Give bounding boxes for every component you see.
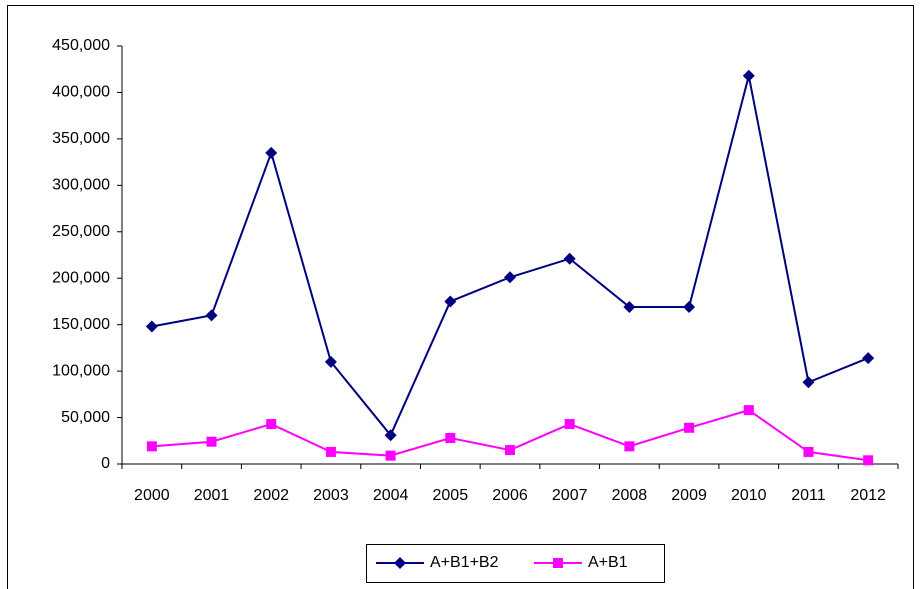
y-tick-label: 300,000 — [52, 177, 110, 194]
data-point — [325, 446, 336, 457]
x-tick-label: 2006 — [492, 487, 528, 504]
x-tick-label: 2009 — [671, 487, 707, 504]
data-point — [445, 432, 456, 443]
x-tick-label: 2005 — [433, 487, 469, 504]
data-point — [623, 301, 636, 314]
y-tick-label: 50,000 — [61, 409, 110, 426]
x-tick-label: 2010 — [731, 487, 767, 504]
x-tick-label: 2000 — [134, 487, 170, 504]
y-tick-label: 450,000 — [52, 37, 110, 54]
data-point — [803, 446, 814, 457]
y-tick-label: 200,000 — [52, 269, 110, 286]
data-point — [802, 376, 815, 389]
data-point — [684, 422, 695, 433]
x-tick-label: 2011 — [791, 487, 826, 504]
y-tick-label: 150,000 — [52, 316, 110, 333]
data-point — [206, 436, 217, 447]
data-point — [504, 271, 516, 284]
data-point — [564, 419, 575, 430]
data-point — [385, 450, 396, 461]
data-point — [205, 309, 218, 322]
data-point — [324, 355, 337, 368]
x-tick-label: 2007 — [552, 487, 588, 504]
y-tick-label: 100,000 — [52, 362, 110, 379]
data-point — [624, 441, 635, 452]
y-tick-label: 250,000 — [52, 223, 110, 240]
x-tick-label: 2008 — [612, 487, 648, 504]
data-point — [743, 405, 754, 416]
y-tick-label: 0 — [101, 455, 110, 472]
data-point — [146, 441, 157, 452]
data-point — [384, 429, 397, 442]
data-point — [505, 445, 515, 456]
legend-label: A+B1+B2 — [430, 554, 499, 571]
data-point — [266, 419, 277, 430]
data-point — [862, 352, 875, 365]
x-tick-label: 2003 — [313, 487, 349, 504]
data-point — [863, 455, 874, 466]
data-point — [265, 146, 278, 159]
x-tick-label: 2012 — [850, 487, 886, 504]
data-point — [444, 295, 457, 308]
y-tick-label: 400,000 — [52, 84, 110, 101]
data-point — [145, 320, 158, 333]
data-point — [683, 301, 696, 314]
legend-marker — [394, 557, 406, 569]
legend-marker — [553, 558, 563, 568]
data-point — [742, 69, 755, 82]
x-tick-label: 2002 — [253, 487, 289, 504]
y-tick-label: 350,000 — [52, 130, 110, 147]
data-point — [563, 252, 576, 265]
x-tick-label: 2004 — [373, 487, 409, 504]
legend-label: A+B1 — [588, 554, 628, 571]
x-tick-label: 2001 — [194, 487, 230, 504]
